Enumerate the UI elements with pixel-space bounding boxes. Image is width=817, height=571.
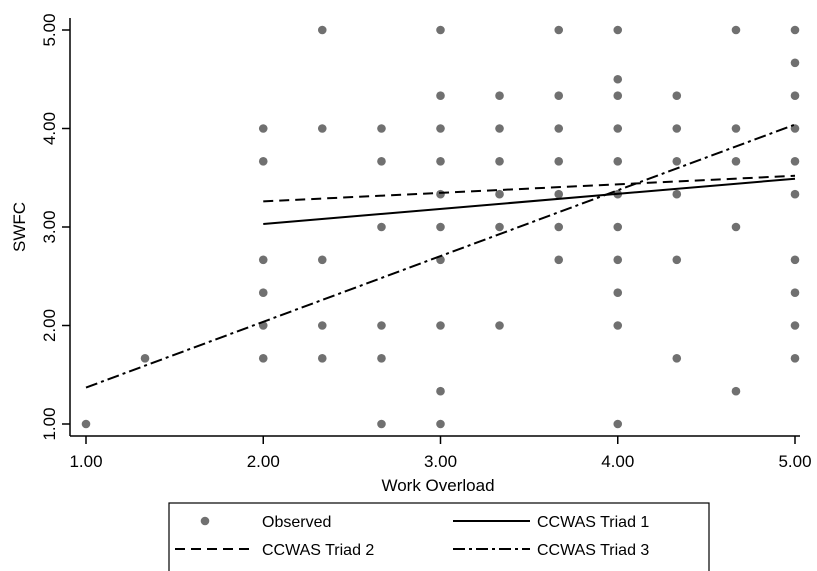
- legend-box: [168, 502, 710, 571]
- observed-point: [436, 25, 445, 35]
- y-tick-label: 3.00: [40, 210, 59, 243]
- series-line-triad-2: [263, 174, 796, 203]
- observed-point: [377, 157, 386, 166]
- observed-point: [790, 354, 800, 363]
- observed-point: [377, 222, 386, 232]
- y-axis-title: SWFC: [10, 202, 29, 252]
- observed-point: [613, 124, 623, 133]
- observed-point: [258, 124, 268, 133]
- observed-point: [613, 222, 623, 232]
- observed-point: [81, 419, 91, 429]
- x-tick-label: 4.00: [601, 452, 634, 471]
- observed-point: [495, 321, 504, 330]
- observed-point: [613, 91, 623, 100]
- observed-point: [317, 25, 327, 35]
- observed-point: [613, 419, 623, 429]
- y-tick-label: 2.00: [40, 309, 59, 342]
- y-tick-label: 4.00: [40, 112, 59, 145]
- observed-point: [436, 419, 445, 429]
- observed-point: [790, 58, 800, 68]
- fit-lines: [85, 123, 796, 389]
- observed-point: [613, 255, 623, 265]
- observed-point: [317, 255, 327, 265]
- observed-point: [554, 255, 564, 265]
- observed-point: [672, 91, 682, 100]
- observed-point: [495, 124, 504, 133]
- observed-point: [731, 222, 741, 232]
- observed-point: [613, 25, 623, 35]
- legend-symbol-observed: [200, 516, 210, 526]
- observed-point: [258, 255, 268, 265]
- observed-point: [377, 354, 386, 363]
- observed-point: [317, 321, 327, 330]
- x-tick-label: 5.00: [778, 452, 811, 471]
- observed-point: [258, 157, 268, 166]
- observed-point: [258, 354, 268, 363]
- observed-point: [317, 354, 327, 363]
- observed-point: [436, 91, 445, 100]
- axes: [69, 18, 800, 437]
- legend-label: CCWAS Triad 1: [537, 514, 649, 531]
- observed-points: [81, 25, 800, 429]
- y-ticks: 1.00 2.00 3.00 4.00 5.00: [40, 13, 70, 441]
- observed-point: [495, 222, 504, 232]
- observed-point: [790, 288, 800, 297]
- x-tick-label: 2.00: [247, 452, 280, 471]
- x-ticks: 1.00 2.00 3.00 4.00 5.00: [69, 436, 812, 471]
- y-tick-label: 5.00: [40, 13, 59, 46]
- legend-label: Observed: [262, 514, 331, 531]
- observed-point: [436, 124, 445, 133]
- observed-point: [495, 91, 504, 100]
- observed-point: [554, 189, 564, 199]
- observed-point: [790, 91, 800, 100]
- x-tick-label: 1.00: [69, 452, 102, 471]
- observed-point: [672, 354, 682, 363]
- observed-point: [731, 157, 741, 166]
- observed-point: [140, 354, 150, 363]
- observed-point: [554, 25, 564, 35]
- observed-point: [613, 157, 623, 166]
- observed-point: [613, 288, 623, 297]
- observed-point: [613, 74, 623, 84]
- legend-label: CCWAS Triad 2: [262, 542, 374, 559]
- legend-label: CCWAS Triad 3: [537, 542, 649, 559]
- observed-point: [377, 124, 386, 133]
- legend: Observed CCWAS Triad 1 CCWAS Triad 2 CCWAS …: [168, 502, 710, 571]
- observed-point: [731, 386, 741, 396]
- observed-point: [495, 189, 504, 199]
- observed-point: [672, 255, 682, 265]
- observed-point: [436, 157, 445, 166]
- observed-point: [377, 419, 386, 429]
- observed-point: [672, 124, 682, 133]
- series-line-triad-3: [85, 123, 796, 389]
- observed-point: [790, 157, 800, 166]
- observed-point: [554, 222, 564, 232]
- observed-point: [258, 288, 268, 297]
- observed-point: [436, 386, 445, 396]
- observed-point: [790, 255, 800, 265]
- observed-point: [790, 189, 800, 199]
- observed-point: [672, 189, 682, 199]
- observed-point: [554, 157, 564, 166]
- observed-point: [672, 157, 682, 166]
- y-tick-label: 1.00: [40, 407, 59, 440]
- observed-point: [731, 124, 741, 133]
- observed-point: [377, 321, 386, 330]
- observed-point: [436, 189, 445, 199]
- observed-point: [436, 222, 445, 232]
- observed-point: [495, 157, 504, 166]
- observed-point: [554, 91, 564, 100]
- observed-point: [790, 25, 800, 35]
- x-axis-title: Work Overload: [381, 476, 494, 495]
- observed-point: [317, 124, 327, 133]
- observed-point: [554, 124, 564, 133]
- observed-point: [731, 25, 741, 35]
- observed-point: [790, 321, 800, 330]
- x-tick-label: 3.00: [424, 452, 457, 471]
- series-line-triad-1: [263, 177, 796, 226]
- observed-point: [613, 321, 623, 330]
- observed-point: [436, 321, 445, 330]
